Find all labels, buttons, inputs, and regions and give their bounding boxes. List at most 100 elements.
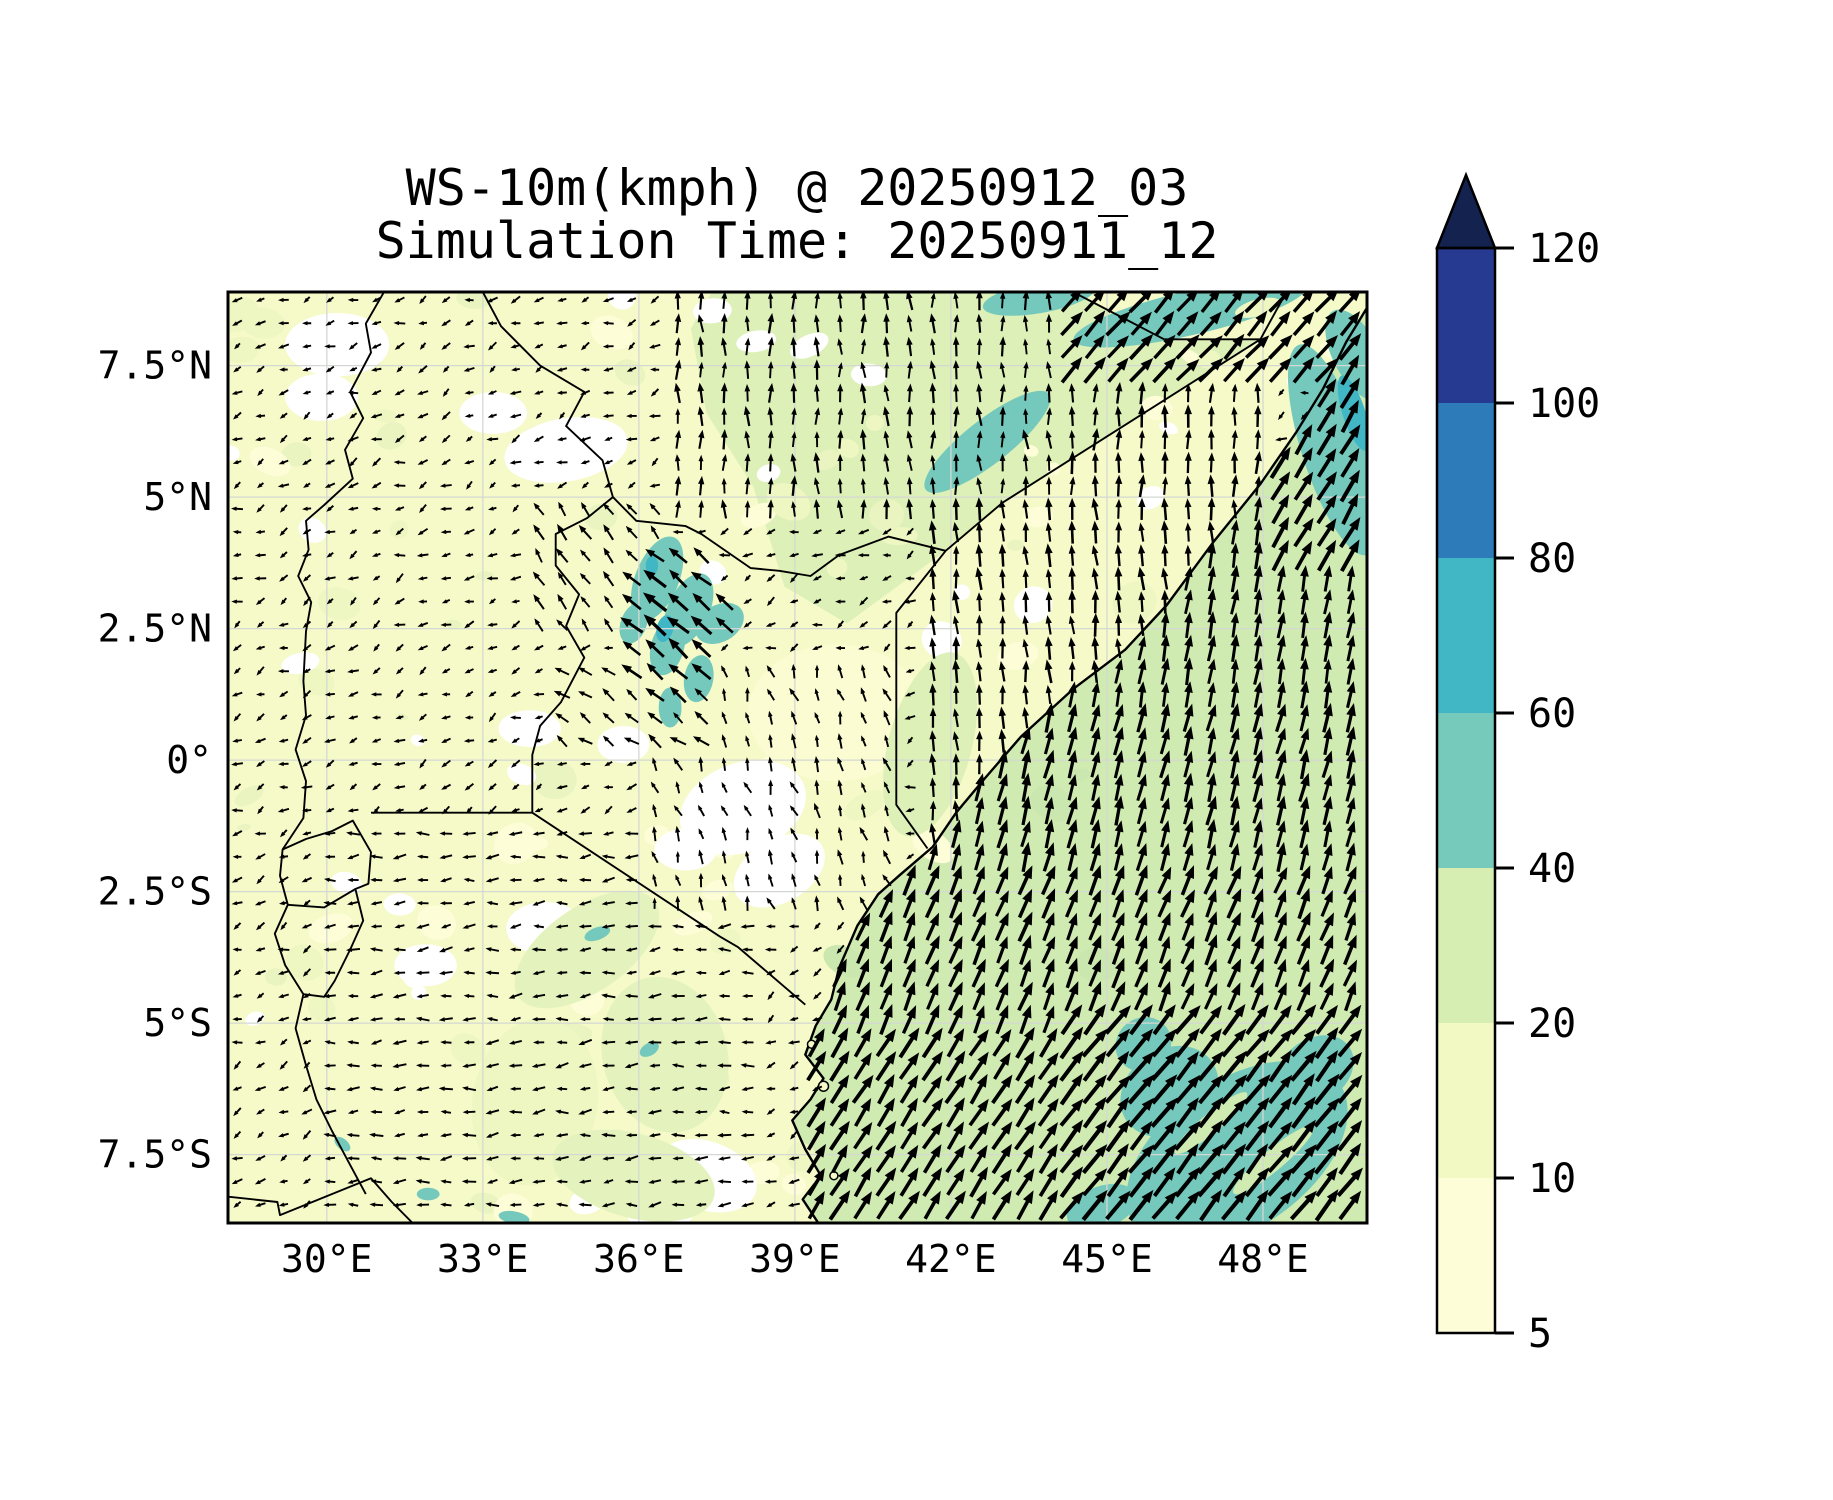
wind-arrow [859,896,868,911]
wind-arrow [717,1040,731,1045]
wind-arrow [604,618,614,632]
wind-arrow [232,319,243,326]
wind-arrow [814,849,820,864]
wind-arrow [1105,311,1131,337]
wind-arrow [508,831,523,836]
wind-arrow [556,947,568,952]
wind-arrow [601,876,615,883]
wind-arrow [975,661,983,682]
wind-arrow [715,593,734,611]
wind-arrow [814,734,820,747]
wind-arrow [790,475,798,496]
wind-arrow [485,1202,500,1207]
wind-arrow [233,667,241,675]
wind-arrow [1252,749,1264,779]
wind-arrow [371,320,382,326]
wind-arrow [999,591,1006,612]
wind-arrow [1022,499,1029,519]
wind-arrow [1068,661,1076,682]
wind-arrow [1299,749,1310,780]
wind-arrow [558,501,567,517]
wind-arrow [675,408,681,424]
wind-arrow [256,365,265,373]
wind-arrow [791,733,797,749]
wind-arrow [905,831,915,836]
wind-arrow [882,553,891,558]
wind-arrow [1323,726,1333,756]
wind-arrow [532,1179,546,1184]
wind-arrow [394,413,405,418]
wind-arrow [1344,981,1357,1012]
speed-patch [601,976,729,1133]
wind-arrow [1184,404,1192,428]
wind-arrow [1091,567,1099,590]
wind-arrow [1290,1004,1317,1036]
wind-arrow [1082,1120,1107,1152]
speed-patch [285,373,358,421]
wind-arrow [1107,292,1128,313]
wind-arrow [643,569,667,589]
wind-arrow [509,553,522,558]
wind-arrow [1222,1167,1245,1198]
wind-arrow [1343,888,1357,919]
wind-arrow [791,710,798,725]
wind-arrow [231,390,243,395]
wind-arrow [674,292,681,310]
wind-arrow [302,668,311,674]
speed-texture-blob [330,871,362,894]
wind-arrow [697,336,705,357]
wind-arrow [829,1168,850,1197]
wind-arrow [1067,703,1078,733]
wind-arrow [579,970,591,975]
wind-arrow [720,382,728,404]
wind-arrow [323,901,337,906]
wind-arrow [487,759,498,768]
wind-arrow [1106,1143,1129,1175]
wind-arrow [256,504,265,513]
wind-arrow [721,850,727,864]
wind-arrow [742,645,753,651]
wind-arrow [301,714,312,721]
wind-arrow [369,854,383,859]
wind-arrow [393,831,406,836]
wind-arrow [906,476,913,495]
wind-arrow [601,947,616,952]
wind-arrow [1045,429,1053,449]
wind-arrow [396,365,403,373]
wind-arrow [968,1121,989,1150]
wind-arrow [812,645,823,650]
wind-arrow [280,1038,288,1046]
wind-arrow [441,599,451,604]
wind-arrow [745,712,751,724]
wind-arrow [1180,935,1195,965]
wind-arrow [532,1108,546,1115]
wind-arrow [441,342,451,350]
wind-arrow [393,622,406,627]
wind-arrow [1297,887,1310,920]
x-tick-label: 33°E [437,1237,529,1281]
wind-arrow [879,958,892,988]
wind-arrow [1174,1120,1201,1151]
wind-arrow [1060,1004,1083,1036]
wind-arrow [719,1109,730,1115]
wind-arrow [904,715,916,720]
wind-arrow [878,889,893,918]
speed-texture-blob [1013,586,1053,624]
wind-arrow [416,1063,430,1068]
wind-arrow [764,1179,777,1184]
wind-arrow [698,781,704,794]
wind-arrow [278,1086,289,1091]
speed-patch [285,313,390,377]
wind-arrow [395,667,404,675]
wind-arrow [767,430,774,449]
wind-arrow [906,336,913,357]
wind-arrow [1276,841,1287,873]
wind-arrow [651,851,659,864]
wind-arrow [1321,843,1333,871]
wind-arrow [535,783,543,791]
wind-arrow [393,1017,405,1022]
wind-arrow [417,1133,429,1138]
wind-arrow [741,970,754,975]
wind-arrow [442,365,450,373]
wind-arrow [231,761,243,767]
